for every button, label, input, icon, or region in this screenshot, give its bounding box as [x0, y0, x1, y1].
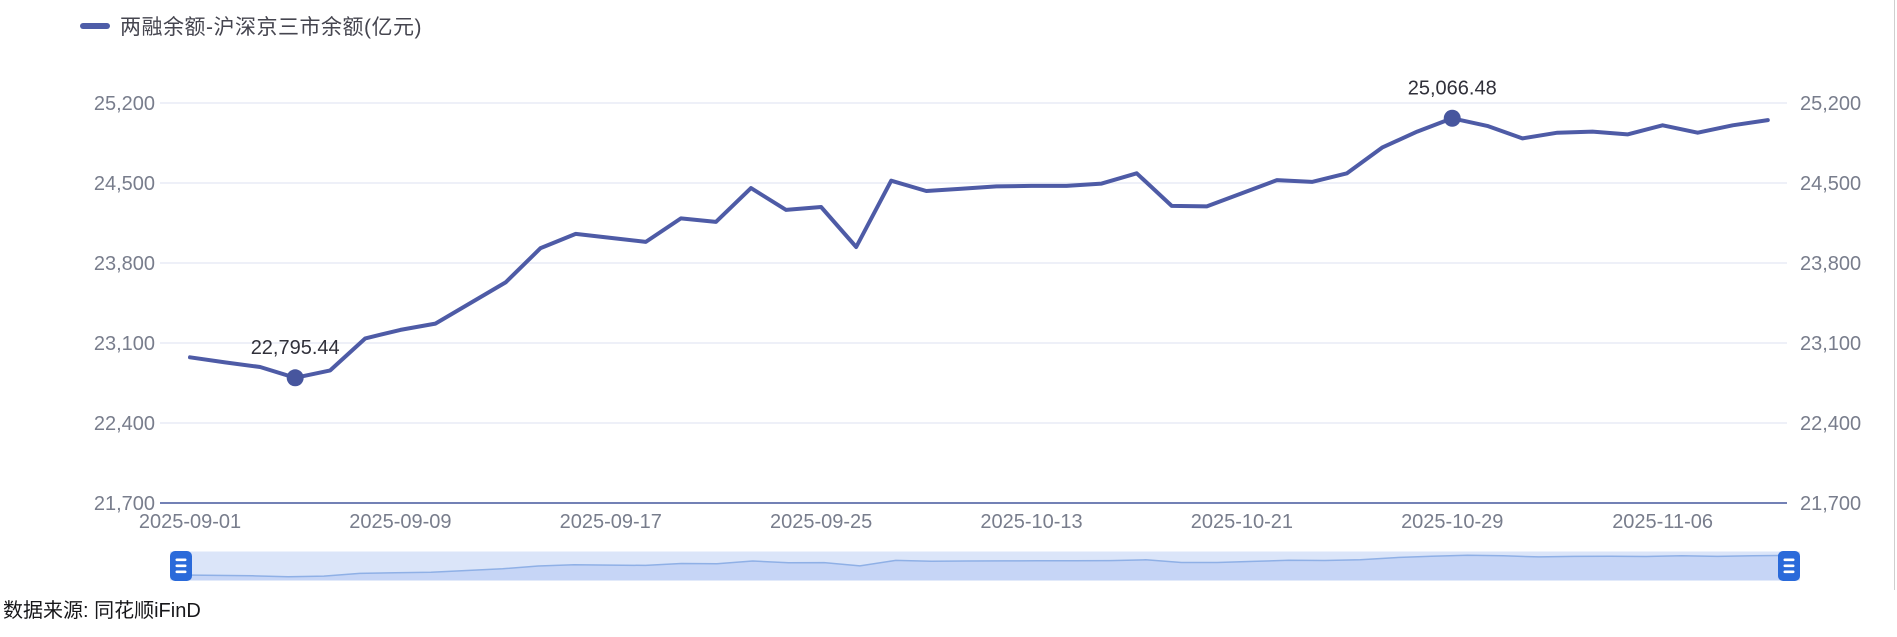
slider-line-preview [180, 554, 1790, 578]
y-axis-label-right: 24,500 [1800, 173, 1861, 195]
y-axis-label-right: 23,100 [1800, 333, 1861, 355]
legend-line-marker [80, 23, 110, 29]
handle-grip-line [1783, 558, 1795, 562]
y-axis-label-right: 25,200 [1800, 93, 1861, 115]
slider-right-handle[interactable] [1778, 551, 1800, 581]
x-axis-label: 2025-09-17 [560, 511, 662, 533]
data-point-label: 22,795.44 [251, 337, 340, 359]
y-axis-label-left: 22,400 [94, 413, 155, 435]
data-point-marker [1443, 109, 1461, 127]
y-axis-label-left: 21,700 [94, 493, 155, 515]
legend-label: 两融余额-沪深京三市余额(亿元) [120, 16, 422, 39]
line-chart: 25,200 25,200 24,500 24,500 23,800 23,800 23,1… [94, 77, 1861, 533]
handle-grip-line [175, 558, 187, 562]
legend-item[interactable]: 两融余额-沪深京三市余额(亿元) [80, 11, 422, 41]
slider-left-handle[interactable] [170, 551, 192, 581]
x-axis-label: 2025-10-21 [1191, 511, 1293, 533]
x-axis-label: 2025-09-09 [349, 511, 451, 533]
x-axis-label: 2025-10-13 [980, 511, 1082, 533]
y-axis-label-left: 25,200 [94, 93, 155, 115]
x-axis-label: 2025-10-29 [1401, 511, 1503, 533]
y-axis-label-left: 24,500 [94, 173, 155, 195]
y-axis-label-left: 23,800 [94, 253, 155, 275]
y-axis-label-left: 23,100 [94, 333, 155, 355]
data-point-label: 25,066.48 [1408, 77, 1497, 99]
x-axis-label: 2025-09-01 [139, 511, 241, 533]
handle-grip-line [175, 570, 187, 574]
x-axis-label: 2025-09-25 [770, 511, 872, 533]
data-point-marker [286, 369, 304, 387]
slider-area-preview [181, 555, 1789, 581]
handle-grip-line [1783, 570, 1795, 574]
data-source-note: 数据来源: 同花顺iFinD [3, 600, 201, 622]
y-axis-label-right: 23,800 [1800, 253, 1861, 275]
series-line [188, 116, 1770, 380]
handle-grip-line [175, 564, 187, 568]
x-axis-label: 2025-11-06 [1612, 511, 1713, 533]
handle-grip-line [1783, 564, 1795, 568]
y-axis-label-right: 22,400 [1800, 413, 1861, 435]
vertical-divider [1894, 0, 1895, 590]
y-axis-label-right: 21,700 [1800, 493, 1861, 515]
